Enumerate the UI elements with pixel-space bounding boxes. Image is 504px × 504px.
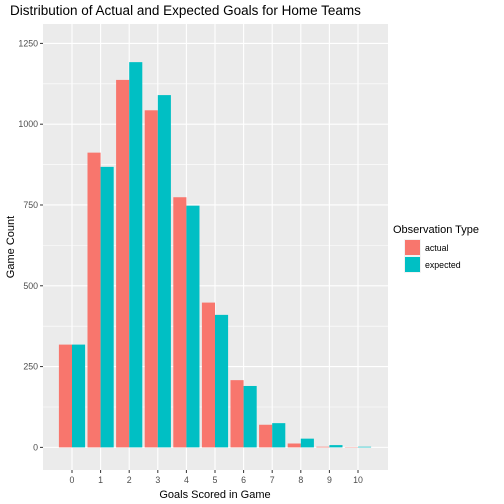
y-tick-label: 750 (23, 200, 38, 210)
x-tick-label: 3 (155, 475, 160, 485)
y-tick-label: 250 (23, 362, 38, 372)
bar-expected-8 (300, 438, 314, 448)
bar-actual-5 (201, 302, 215, 448)
chart-title: Distribution of Actual and Expected Goal… (10, 3, 361, 18)
bars (58, 62, 372, 448)
y-axis-title: Game Count (5, 216, 17, 278)
bar-expected-10 (358, 446, 372, 448)
legend-title: Observation Type (393, 224, 479, 236)
legend: Observation Type actual expected (393, 224, 479, 273)
bar-actual-2 (116, 79, 130, 448)
bar-expected-3 (157, 95, 171, 448)
x-tick-label: 7 (270, 475, 275, 485)
bar-expected-5 (215, 314, 229, 448)
x-tick-label: 2 (127, 475, 132, 485)
bar-actual-3 (144, 110, 158, 448)
bar-actual-0 (58, 344, 72, 448)
legend-label-actual: actual (425, 243, 449, 253)
bar-actual-1 (87, 152, 101, 448)
y-tick-label: 1250 (18, 38, 38, 48)
x-tick-label: 10 (353, 475, 363, 485)
x-tick-label: 5 (213, 475, 218, 485)
bar-expected-9 (329, 445, 343, 448)
bar-actual-8 (287, 443, 301, 448)
bar-actual-9 (316, 446, 330, 448)
bar-actual-6 (230, 380, 244, 448)
bar-actual-7 (259, 424, 273, 448)
legend-swatch-expected (405, 257, 420, 272)
bar-actual-4 (173, 197, 187, 448)
x-tick-label: 4 (184, 475, 189, 485)
legend-label-expected: expected (425, 260, 461, 270)
bar-expected-4 (186, 205, 200, 448)
x-tick-label: 1 (98, 475, 103, 485)
x-tick-label: 0 (70, 475, 75, 485)
bar-expected-1 (100, 166, 114, 448)
x-tick-label: 9 (327, 475, 332, 485)
x-tick-label: 8 (298, 475, 303, 485)
x-axis-ticks: 0 1 2 3 4 5 6 7 8 9 10 (70, 470, 363, 485)
bar-expected-6 (243, 385, 257, 448)
y-axis-ticks: 0 250 500 750 1000 1250 (18, 38, 43, 452)
x-axis-title: Goals Scored in Game (159, 489, 270, 501)
bar-expected-7 (272, 423, 286, 448)
bar-expected-2 (129, 62, 143, 448)
y-tick-label: 0 (33, 442, 38, 452)
legend-swatch-actual (405, 240, 420, 255)
y-tick-label: 500 (23, 281, 38, 291)
x-tick-label: 6 (241, 475, 246, 485)
bar-expected-0 (72, 344, 86, 448)
y-tick-label: 1000 (18, 119, 38, 129)
